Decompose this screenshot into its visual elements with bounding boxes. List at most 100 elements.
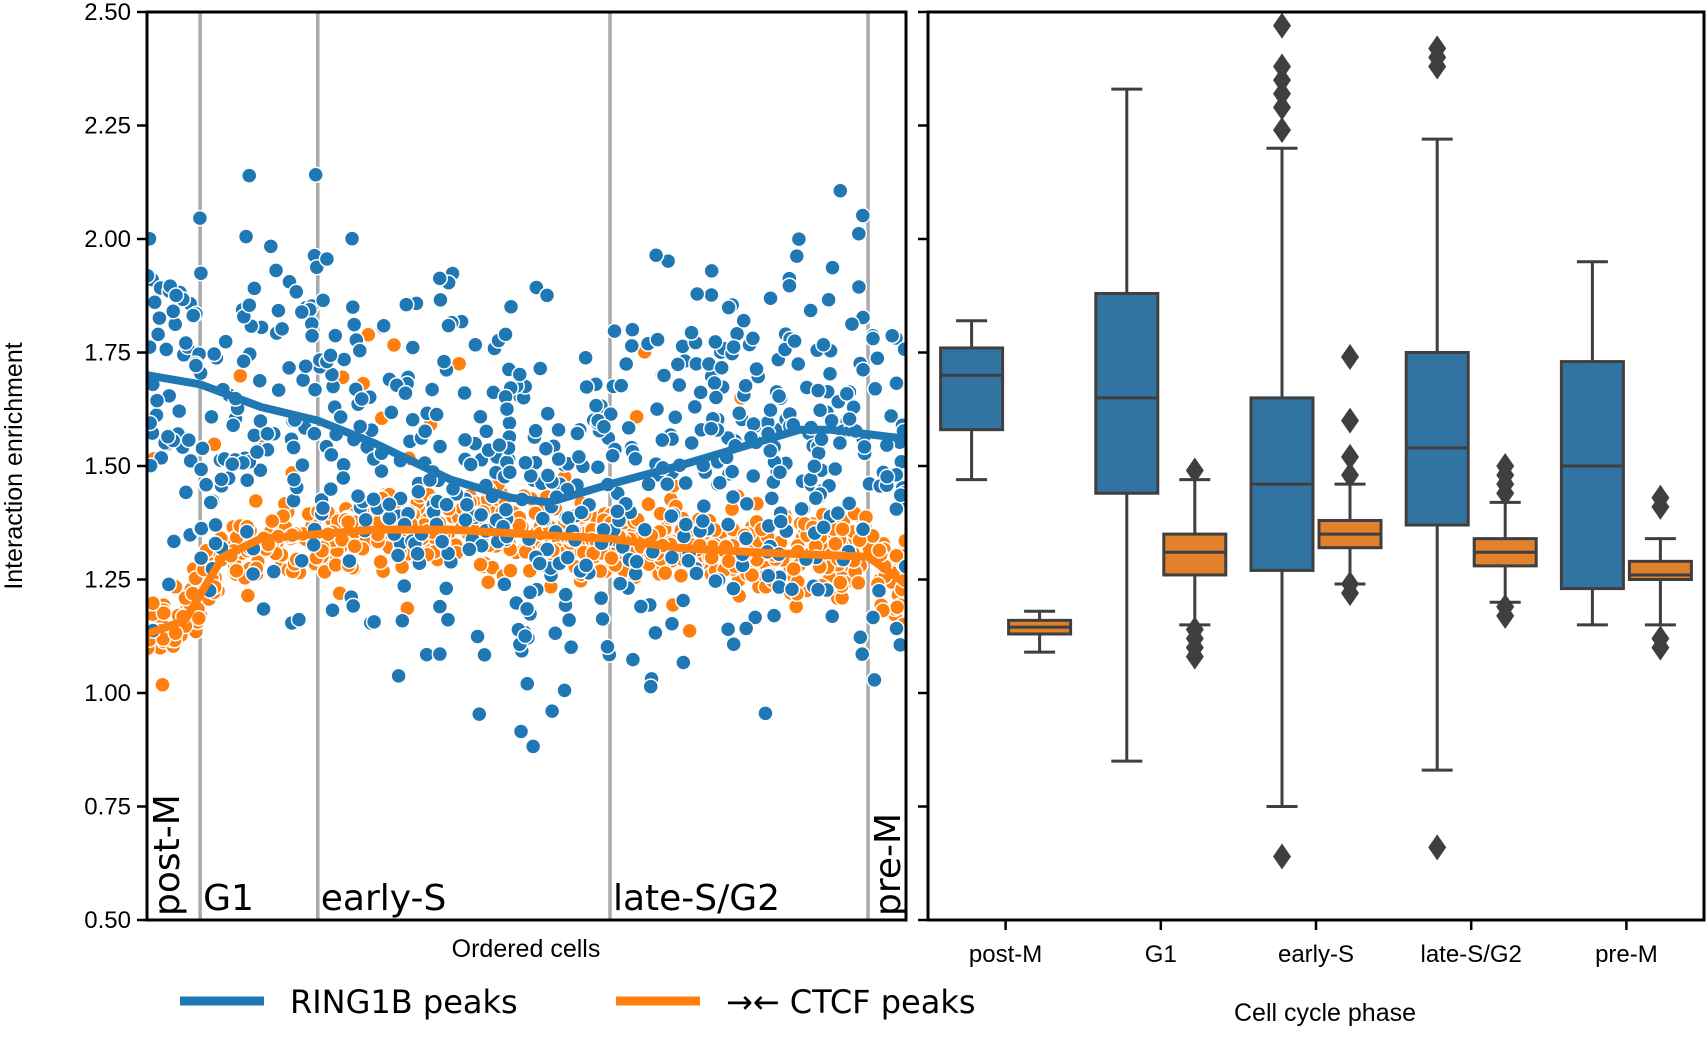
x-tick-label: G1: [1145, 941, 1177, 968]
ring1b-point: [259, 425, 276, 442]
outlier-marker: [1341, 443, 1359, 470]
ring1b-point: [824, 259, 841, 276]
ring1b-point: [654, 431, 671, 449]
y-tick-label: 0.50: [84, 907, 131, 934]
phase-label: G1: [203, 878, 254, 919]
ring1b-point: [883, 327, 901, 344]
ring1b-point: [762, 401, 779, 419]
ring1b-point: [318, 250, 336, 268]
ring1b-point: [781, 277, 798, 294]
ring1b-point: [238, 523, 256, 541]
ring1b-point: [832, 182, 849, 200]
ring1b-point: [148, 392, 166, 409]
ring1b-point: [147, 230, 158, 247]
ring1b-point: [809, 581, 827, 598]
ctcf-point: [681, 622, 698, 640]
y-tick-label: 1.25: [84, 567, 131, 594]
ctcf-trend-line: [147, 525, 906, 638]
ring1b-point: [435, 353, 453, 370]
ctcf-point: [239, 587, 257, 604]
ctcf-box: [1317, 344, 1383, 607]
outlier-marker: [1273, 117, 1291, 144]
ring1b-point: [353, 390, 371, 408]
ring1b-point: [592, 589, 610, 607]
ring1b-point: [187, 357, 205, 374]
y-tick-label: 2.25: [84, 113, 131, 140]
ring1b-point: [663, 549, 681, 566]
ring1b-point: [550, 450, 567, 468]
ring1b-point: [770, 387, 788, 405]
ring1b-point: [560, 611, 578, 629]
ring1b-point: [501, 464, 519, 481]
ring1b-point: [192, 549, 210, 567]
box-body: [1559, 360, 1625, 591]
ring1b-point: [191, 209, 209, 227]
ring1b-point: [273, 320, 291, 338]
ring1b-point: [213, 471, 230, 488]
ring1b-point: [617, 355, 635, 373]
ctcf-point: [832, 574, 849, 591]
boxplot-x-axis-label: Cell cycle phase: [1234, 999, 1416, 1027]
ring1b-point: [624, 321, 641, 338]
ring1b-point: [207, 516, 224, 534]
ring1b-point: [285, 471, 303, 488]
ring1b-point: [671, 376, 688, 394]
ring1b-point: [632, 598, 650, 615]
ring1b-point: [396, 577, 413, 595]
ring1b-point: [888, 375, 905, 392]
ring1b-point: [192, 461, 210, 478]
ring1b-point: [826, 460, 844, 478]
scatter-panel: 0.50 0.75 1.00 1.25 1.50 1.75 2.00 2.25 2.50 pos…: [0, 0, 909, 963]
outlier-marker: [1185, 457, 1204, 484]
trend-lines: [147, 371, 906, 638]
outlier-marker: [1185, 616, 1204, 643]
ring1b-point: [177, 484, 195, 501]
ctcf-point: [871, 542, 888, 559]
ring1b-point: [647, 247, 665, 264]
ring1b-point: [265, 563, 283, 580]
ring1b-point: [267, 262, 285, 279]
ring1b-point: [458, 496, 476, 514]
ring1b-point: [389, 547, 407, 564]
ring1b-point: [288, 283, 305, 301]
ring1b-point: [251, 372, 269, 389]
ring1b-point: [771, 463, 789, 481]
ctcf-point: [834, 521, 851, 538]
x-tick-label: post-M: [969, 941, 1042, 968]
ring1b-point: [235, 352, 252, 370]
ring1b-point: [688, 285, 706, 303]
ring1b-point: [344, 597, 362, 615]
ring1b-point: [811, 401, 829, 419]
ring1b-point: [738, 495, 756, 513]
ring1b-point: [224, 417, 242, 434]
ring1b-point: [394, 612, 411, 629]
ring1b-point: [431, 598, 449, 615]
ring1b-point: [327, 327, 344, 344]
ring1b-point: [502, 298, 520, 316]
ring1b-point: [674, 592, 692, 609]
ring1b-point: [546, 624, 564, 642]
ring1b-box: [939, 319, 1005, 482]
ring1b-point: [497, 501, 515, 519]
ring1b-point: [375, 317, 392, 334]
ring1b-point: [467, 336, 484, 354]
ring1b-point: [642, 678, 659, 695]
ring1b-point: [692, 384, 709, 401]
ctcf-point: [888, 547, 905, 565]
ring1b-point: [270, 381, 287, 399]
boxplot-y-ticks: [918, 10, 928, 922]
ring1b-point: [202, 494, 220, 511]
ring1b-point: [539, 541, 556, 558]
ring1b-point: [772, 513, 790, 530]
ctcf-point: [372, 553, 389, 571]
phase-label: early-S: [321, 878, 447, 919]
ring1b-point: [248, 443, 266, 461]
ring1b-point: [562, 638, 580, 656]
ring1b-point: [757, 705, 774, 722]
phase-labels: post-M G1 early-S late-S/G2 pre-M: [147, 794, 909, 919]
ring1b-point: [840, 495, 858, 512]
ctcf-point: [479, 573, 497, 591]
x-tick-label: late-S/G2: [1421, 941, 1522, 968]
ring1b-point: [694, 512, 712, 530]
ring1b-point: [456, 431, 474, 449]
